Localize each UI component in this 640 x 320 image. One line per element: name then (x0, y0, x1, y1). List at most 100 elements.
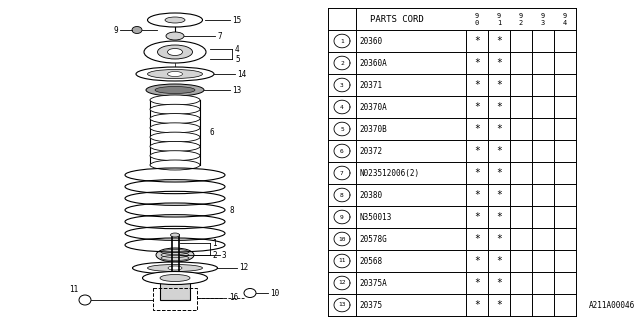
Ellipse shape (156, 248, 194, 262)
Text: 20370B: 20370B (359, 124, 387, 133)
Ellipse shape (143, 271, 207, 284)
Ellipse shape (150, 104, 200, 114)
Text: *: * (474, 256, 480, 266)
Ellipse shape (150, 151, 200, 161)
Text: 20371: 20371 (359, 81, 382, 90)
Text: 2: 2 (519, 20, 523, 26)
Ellipse shape (150, 160, 200, 170)
Text: *: * (496, 102, 502, 112)
Text: 9: 9 (475, 13, 479, 19)
Text: *: * (474, 190, 480, 200)
Ellipse shape (146, 84, 204, 96)
Text: N350013: N350013 (359, 212, 392, 221)
Text: 20375A: 20375A (359, 278, 387, 287)
Text: 20360: 20360 (359, 36, 382, 45)
Text: *: * (496, 190, 502, 200)
Text: 9: 9 (340, 214, 344, 220)
Ellipse shape (160, 275, 190, 282)
Text: 8: 8 (230, 205, 235, 214)
Text: *: * (496, 300, 502, 310)
Ellipse shape (150, 95, 200, 105)
Text: 12: 12 (339, 281, 346, 285)
Text: N023512006(2): N023512006(2) (359, 169, 419, 178)
Text: 4: 4 (563, 20, 567, 26)
Ellipse shape (132, 262, 218, 274)
Ellipse shape (170, 233, 179, 237)
Text: 9: 9 (113, 26, 118, 35)
Ellipse shape (136, 67, 214, 81)
Text: 5: 5 (235, 54, 239, 63)
Text: 11: 11 (339, 259, 346, 263)
Text: 10: 10 (270, 289, 279, 298)
Text: 20372: 20372 (359, 147, 382, 156)
Ellipse shape (144, 41, 206, 63)
Text: *: * (496, 256, 502, 266)
Text: 6: 6 (210, 128, 214, 137)
Text: 3: 3 (222, 251, 227, 260)
Ellipse shape (147, 13, 202, 27)
Text: 16: 16 (229, 293, 238, 302)
Text: 3: 3 (541, 20, 545, 26)
Bar (153, 288, 197, 310)
Text: A211A00046: A211A00046 (589, 301, 635, 310)
Text: 1: 1 (497, 20, 501, 26)
Text: *: * (474, 36, 480, 46)
Ellipse shape (150, 132, 200, 142)
Text: *: * (474, 80, 480, 90)
Text: *: * (496, 36, 502, 46)
Text: 11: 11 (68, 285, 78, 294)
Text: 7: 7 (340, 171, 344, 175)
Text: *: * (474, 234, 480, 244)
Text: *: * (496, 58, 502, 68)
Ellipse shape (150, 114, 200, 124)
Ellipse shape (79, 295, 91, 305)
Text: 20380: 20380 (359, 190, 382, 199)
Text: PARTS CORD: PARTS CORD (370, 14, 424, 23)
Text: 13: 13 (339, 302, 346, 308)
Text: 20578G: 20578G (359, 235, 387, 244)
Text: *: * (474, 300, 480, 310)
Text: 1: 1 (212, 238, 216, 247)
Text: 4: 4 (340, 105, 344, 109)
Ellipse shape (150, 123, 200, 133)
Text: *: * (496, 146, 502, 156)
Text: 9: 9 (541, 13, 545, 19)
Text: 8: 8 (340, 193, 344, 197)
Text: 1: 1 (340, 38, 344, 44)
Text: 9: 9 (563, 13, 567, 19)
Text: *: * (474, 278, 480, 288)
Ellipse shape (147, 265, 202, 271)
Bar (160, 278, 190, 300)
Ellipse shape (157, 45, 193, 59)
Text: 4: 4 (235, 44, 239, 53)
Text: 9: 9 (519, 13, 523, 19)
Ellipse shape (166, 32, 184, 40)
Ellipse shape (168, 71, 182, 76)
Text: 20360A: 20360A (359, 59, 387, 68)
Ellipse shape (244, 289, 256, 298)
Text: 0: 0 (475, 20, 479, 26)
Text: 10: 10 (339, 236, 346, 242)
Text: 20568: 20568 (359, 257, 382, 266)
Text: 13: 13 (232, 85, 241, 94)
Ellipse shape (168, 49, 182, 55)
Text: *: * (474, 124, 480, 134)
Text: *: * (474, 58, 480, 68)
Ellipse shape (155, 86, 195, 93)
Ellipse shape (150, 141, 200, 151)
Text: *: * (496, 80, 502, 90)
Text: *: * (496, 124, 502, 134)
Text: 15: 15 (232, 15, 241, 25)
Text: 5: 5 (340, 126, 344, 132)
Text: 2: 2 (212, 251, 216, 260)
Ellipse shape (165, 17, 185, 23)
Text: *: * (474, 146, 480, 156)
Ellipse shape (132, 27, 142, 34)
Text: 12: 12 (239, 263, 248, 273)
Text: *: * (496, 234, 502, 244)
Text: 3: 3 (340, 83, 344, 87)
Ellipse shape (168, 266, 182, 270)
Text: 20370A: 20370A (359, 102, 387, 111)
Text: 6: 6 (340, 148, 344, 154)
Text: *: * (496, 168, 502, 178)
